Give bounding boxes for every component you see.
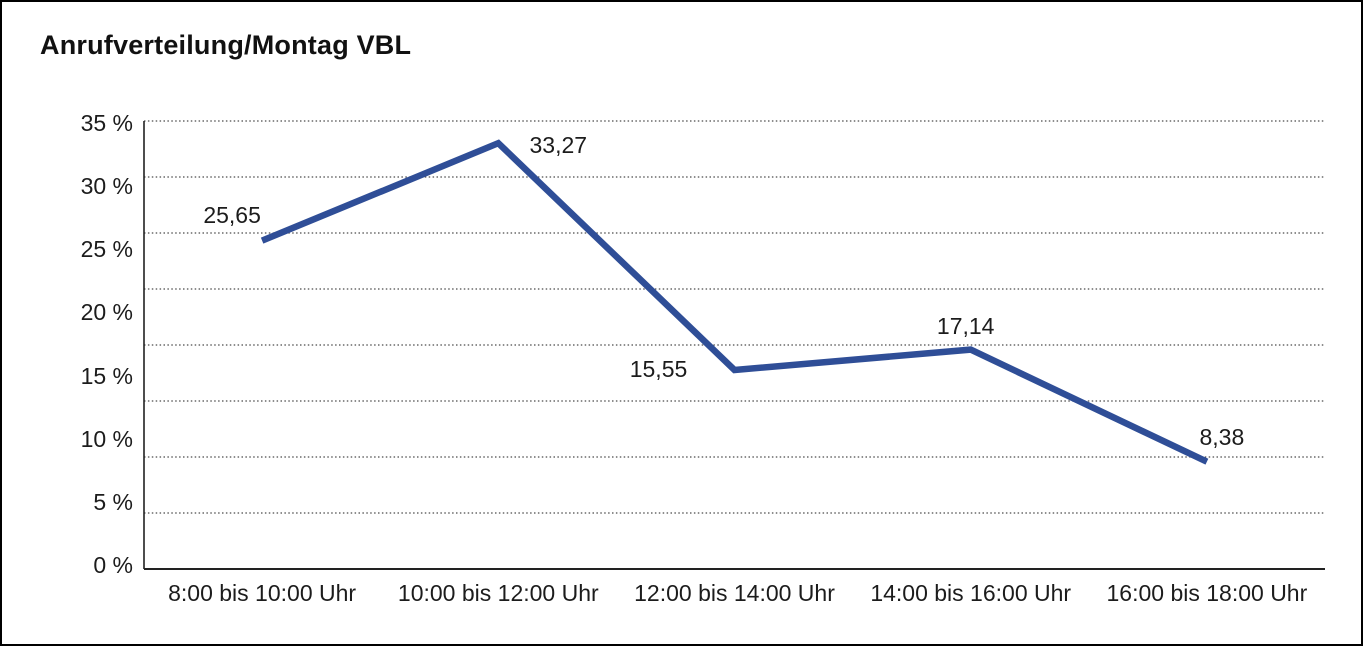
y-axis-tick-label: 25 % [80, 236, 133, 263]
x-axis-tick-label: 12:00 bis 14:00 Uhr [634, 580, 835, 606]
x-axis-tick-label: 8:00 bis 10:00 Uhr [168, 580, 357, 606]
data-point-label: 33,27 [529, 132, 588, 159]
data-point-label: 15,55 [629, 355, 688, 382]
y-axis-tick-label: 30 % [80, 173, 133, 200]
y-axis-tick-label: 35 % [80, 110, 133, 136]
data-point-label: 25,65 [203, 201, 261, 228]
chart-title: Anrufverteilung/Montag VBL [40, 30, 412, 60]
y-axis-tick-label: 10 % [80, 425, 133, 452]
data-point-label: 17,14 [936, 312, 995, 339]
y-axis-tick-label: 0 % [93, 552, 133, 578]
x-axis-tick-label: 10:00 bis 12:00 Uhr [397, 580, 599, 606]
data-point-label: 8,38 [1199, 423, 1245, 450]
y-axis-tick-label: 20 % [80, 299, 133, 326]
x-axis-tick-label: 16:00 bis 18:00 Uhr [1106, 580, 1308, 606]
y-axis-tick-label: 15 % [80, 362, 133, 389]
y-axis-tick-label: 5 % [93, 488, 133, 515]
data-line [260, 139, 1209, 465]
x-axis-tick-label: 14:00 bis 16:00 Uhr [870, 580, 1072, 606]
